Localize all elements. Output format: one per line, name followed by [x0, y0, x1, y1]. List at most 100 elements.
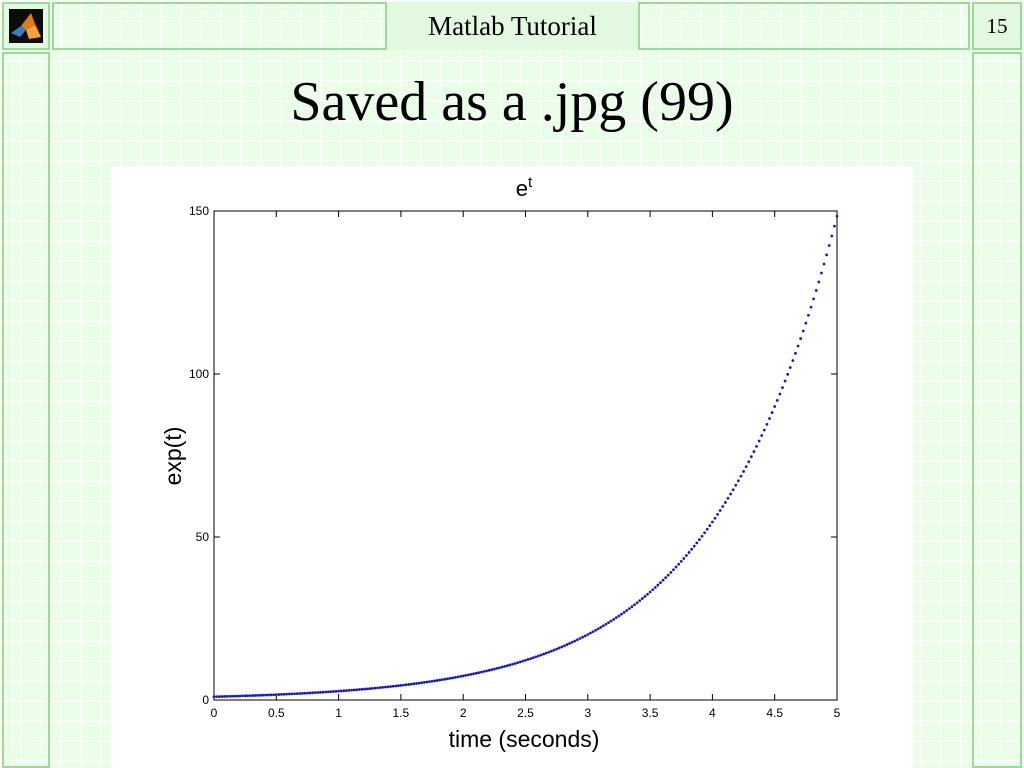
data-point: [490, 668, 494, 672]
data-point: [404, 683, 408, 687]
data-point: [814, 289, 818, 292]
data-point: [355, 688, 359, 692]
data-point: [505, 664, 509, 668]
data-point: [679, 559, 683, 563]
data-point: [542, 652, 546, 656]
data-point: [248, 694, 252, 698]
data-point: [516, 661, 520, 665]
data-point: [544, 651, 548, 655]
data-point: [547, 650, 551, 654]
x-tick-label: 5: [834, 706, 841, 720]
y-tick-label: 0: [202, 693, 209, 707]
x-tick-label: 0.5: [268, 706, 285, 720]
data-point: [560, 645, 564, 649]
data-point: [612, 617, 616, 621]
data-point: [672, 568, 675, 572]
data-point: [378, 686, 382, 690]
header-title: Matlab Tutorial: [385, 2, 640, 50]
y-tick-label: 50: [196, 530, 210, 544]
data-point: [222, 695, 226, 698]
data-point: [451, 676, 455, 680]
data-point: [225, 694, 229, 698]
data-point: [282, 692, 286, 696]
data-point: [363, 687, 366, 691]
data-point: [313, 691, 317, 695]
data-point: [495, 667, 499, 670]
data-point: [446, 677, 450, 681]
data-point: [332, 690, 335, 693]
data-point: [217, 695, 221, 699]
data-point: [718, 509, 722, 512]
data-point: [438, 678, 442, 682]
data-point: [347, 688, 351, 692]
data-point: [747, 460, 751, 464]
data-point: [812, 297, 816, 301]
data-point: [596, 627, 600, 631]
x-tick-label: 1: [335, 706, 342, 720]
data-point: [677, 562, 681, 566]
data-point: [731, 488, 735, 492]
data-point: [498, 666, 501, 670]
data-point: [586, 633, 590, 636]
data-point: [822, 262, 826, 266]
data-point: [290, 692, 294, 696]
data-point: [524, 658, 527, 662]
data-point: [396, 684, 400, 688]
matlab-logo-icon: [9, 9, 43, 43]
data-point: [334, 689, 338, 693]
x-tick-label: 4: [709, 706, 716, 720]
data-point: [251, 694, 255, 697]
data-point: [531, 656, 535, 660]
data-point: [643, 595, 647, 598]
data-point: [357, 688, 361, 691]
data-point: [500, 665, 504, 669]
chart-title-base: e: [516, 176, 528, 201]
data-point: [311, 691, 315, 695]
data-point: [243, 694, 247, 698]
data-point: [272, 693, 276, 697]
left-rail: [2, 52, 50, 768]
data-point: [827, 244, 831, 247]
data-point: [700, 534, 704, 538]
data-point: [264, 693, 268, 697]
data-point: [448, 676, 452, 680]
data-point: [420, 681, 424, 685]
data-point: [428, 680, 431, 684]
data-point: [659, 581, 662, 585]
data-point: [368, 687, 372, 691]
data-point: [734, 483, 738, 487]
data-point: [807, 313, 810, 317]
data-point: [383, 685, 387, 689]
data-point: [617, 614, 621, 618]
page-number-cell: [972, 2, 1022, 50]
data-point: [492, 667, 496, 671]
data-point: [609, 619, 613, 623]
data-point: [835, 214, 839, 218]
data-point: [599, 625, 603, 629]
data-point: [713, 516, 717, 520]
chart-title: et: [516, 174, 533, 201]
data-point: [591, 630, 595, 634]
data-point: [373, 686, 377, 690]
data-point: [220, 695, 224, 698]
data-point: [503, 664, 507, 668]
data-point: [638, 599, 642, 603]
data-point: [669, 571, 673, 574]
data-point: [376, 686, 379, 690]
figure: et 0 0.5 1 1.5 2 2.5 3 3.5 4 4.5 5 0 50 100 150 time (…: [111, 166, 913, 768]
data-point: [809, 305, 813, 309]
data-point: [269, 693, 273, 697]
data-point: [817, 280, 821, 284]
data-point: [729, 492, 732, 496]
data-point: [537, 654, 540, 658]
data-point: [529, 657, 533, 661]
data-point: [513, 662, 517, 665]
data-point: [721, 505, 725, 508]
data-point: [656, 583, 660, 587]
data-point: [770, 411, 774, 414]
data-point: [485, 669, 488, 673]
data-point: [415, 682, 418, 685]
data-point: [594, 628, 597, 632]
data-point: [692, 544, 696, 548]
data-point: [508, 663, 512, 667]
